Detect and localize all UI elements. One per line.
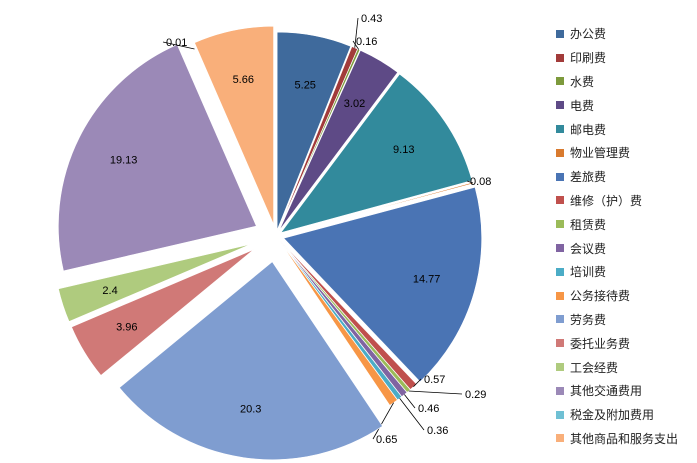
legend-label-5: 物业管理费 (570, 146, 631, 161)
pie-slice-3 (278, 49, 399, 232)
legend-item-5: 物业管理费 (556, 141, 678, 165)
legend-swatch-16 (556, 410, 564, 419)
legend-swatch-5 (556, 148, 564, 157)
legend-item-1: 印刷费 (556, 46, 678, 70)
legend-item-14: 工会经费 (556, 355, 678, 379)
legend-label-15: 其他交通费用 (570, 384, 643, 399)
legend-swatch-17 (556, 434, 564, 443)
legend-swatch-0 (556, 29, 564, 38)
legend-swatch-15 (556, 386, 564, 395)
data-label-16: 0.01 (166, 37, 187, 49)
legend-item-6: 差旅费 (556, 165, 678, 189)
pie-slice-13 (71, 249, 254, 376)
leader-line-1 (354, 17, 359, 48)
leader-line-7 (413, 378, 422, 388)
leader-line-8 (408, 390, 463, 395)
legend-item-16: 税金及附加费用 (556, 403, 678, 427)
legend-item-9: 会议费 (556, 236, 678, 260)
legend-label-3: 电费 (570, 98, 595, 113)
data-label-15: 19.13 (110, 154, 138, 166)
legend-label-14: 工会经费 (570, 360, 619, 375)
leader-line-9 (404, 394, 416, 409)
legend-label-11: 公务接待费 (570, 289, 631, 304)
legend-label-13: 委托业务费 (570, 336, 631, 351)
legend-label-4: 邮电费 (570, 122, 607, 137)
legend-swatch-9 (556, 244, 564, 253)
data-label-3: 3.02 (344, 98, 365, 110)
legend-label-7: 维修（护）费 (570, 193, 643, 208)
pie-slice-0 (276, 31, 352, 231)
legend-swatch-10 (556, 267, 564, 276)
data-label-5: 0.08 (470, 176, 491, 188)
legend-swatch-8 (556, 220, 564, 229)
data-label-10: 0.36 (427, 425, 448, 437)
legend-swatch-14 (556, 363, 564, 372)
legend-item-13: 委托业务费 (556, 331, 678, 355)
legend-item-11: 公务接待费 (556, 284, 678, 308)
legend-label-1: 印刷费 (570, 51, 607, 66)
leader-line-10 (399, 398, 425, 431)
legend-item-3: 电费 (556, 93, 678, 117)
legend-item-8: 租赁费 (556, 212, 678, 236)
pie-slice-5 (281, 182, 474, 235)
legend-label-6: 差旅费 (570, 170, 607, 185)
legend-item-12: 劳务费 (556, 308, 678, 332)
pie-slice-14 (58, 243, 252, 322)
legend-label-8: 租赁费 (570, 217, 607, 232)
data-label-9: 0.46 (418, 403, 439, 415)
legend-swatch-6 (556, 172, 564, 181)
legend-label-17: 其他商品和服务支出 (570, 431, 679, 446)
legend: 办公费印刷费水费电费邮电费物业管理费差旅费维修（护）费 租赁费会议费培训费公务接待… (556, 22, 678, 450)
legend-swatch-4 (556, 125, 564, 134)
data-label-2: 0.16 (356, 36, 377, 48)
pie-slice-12 (119, 261, 383, 461)
leader-line-2 (352, 40, 360, 50)
data-label-6: 14.77 (413, 274, 441, 286)
legend-swatch-13 (556, 339, 564, 348)
legend-swatch-12 (556, 315, 564, 324)
legend-swatch-7 (556, 196, 564, 205)
legend-label-2: 水费 (570, 74, 595, 89)
data-label-7: 0.57 (424, 374, 445, 386)
pie-slice-2 (278, 48, 361, 231)
data-label-1: 0.43 (361, 13, 382, 25)
data-label-4: 9.13 (393, 144, 414, 156)
legend-label-9: 会议费 (570, 241, 607, 256)
legend-item-15: 其他交通费用 (556, 379, 678, 403)
data-label-11: 0.65 (376, 434, 397, 446)
legend-swatch-2 (556, 77, 564, 86)
pie-slice-17 (194, 25, 274, 225)
pie-slice-4 (280, 73, 473, 234)
legend-swatch-3 (556, 101, 564, 110)
leader-line-5 (466, 180, 474, 184)
data-label-8: 0.29 (465, 389, 486, 401)
legend-label-10: 培训费 (570, 265, 607, 280)
legend-item-2: 水费 (556, 70, 678, 94)
legend-item-7: 维修（护）费 (556, 189, 678, 213)
legend-label-16: 税金及附加费用 (570, 408, 655, 423)
legend-label-12: 劳务费 (570, 312, 607, 327)
legend-item-10: 培训费 (556, 260, 678, 284)
data-label-0: 5.25 (295, 79, 316, 91)
legend-label-0: 办公费 (570, 27, 607, 42)
data-label-13: 3.96 (116, 322, 137, 334)
pie-slice-15 (58, 44, 257, 272)
legend-swatch-11 (556, 291, 564, 300)
data-label-17: 5.66 (233, 74, 254, 86)
data-label-14: 2.4 (102, 285, 117, 297)
legend-item-0: 办公费 (556, 22, 678, 46)
legend-item-4: 邮电费 (556, 117, 678, 141)
data-label-12: 20.3 (240, 404, 261, 416)
pie-slice-6 (283, 186, 482, 383)
leader-line-16 (162, 41, 195, 50)
legend-swatch-1 (556, 53, 564, 62)
leader-line-11 (372, 402, 394, 440)
legend-item-17: 其他商品和服务支出 (556, 427, 678, 451)
